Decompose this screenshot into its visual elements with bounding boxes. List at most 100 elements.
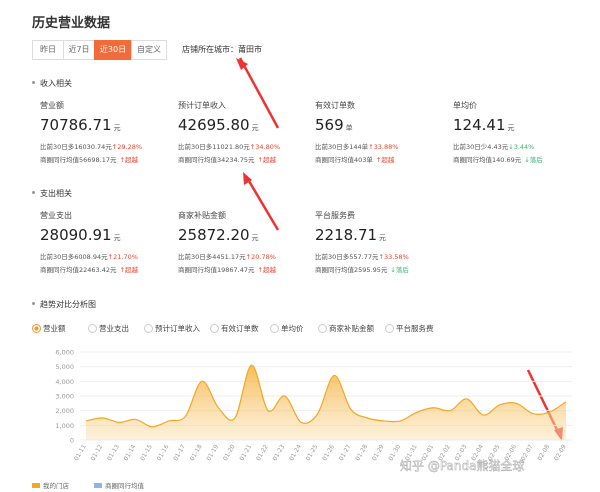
card-value: 28090.91 <box>40 226 112 244</box>
x-tick-label: 01-20 <box>222 443 237 462</box>
card-change: ↓3.44% <box>508 143 535 151</box>
card-compare: 比前30日少4.43元 <box>453 143 509 151</box>
tab[interactable]: 昨日 <box>32 40 64 60</box>
metric-option[interactable]: 预计订单收入 <box>144 323 200 334</box>
card-value-row: 124.41 元 <box>453 115 515 134</box>
y-tick-label: 1,000 <box>55 422 74 430</box>
card-verdict: ↓落后 <box>524 156 543 164</box>
card-value: 2218.71 <box>315 226 378 244</box>
card-label: 有效订单数 <box>315 101 355 110</box>
x-tick-label: 01-27 <box>338 443 353 462</box>
card-benchmark-row: 商圈同行均值403单 ↑超越 <box>315 154 394 164</box>
card-benchmark-row: 商圈同行均值34234.75元 ↑超越 <box>178 154 276 164</box>
watermark: 知乎 @Panda熊猫全球 <box>400 458 524 473</box>
card-value-row: 70786.71 元 <box>40 115 121 134</box>
city: 店铺所在城市：莆田市 <box>182 45 262 54</box>
card-unit: 元 <box>251 234 259 242</box>
card-compare: 比前30日多144单 <box>315 143 369 151</box>
card-benchmark: 商圈同行均值56698.17元 <box>40 156 117 164</box>
card-verdict: ↑超越 <box>257 156 276 164</box>
card-value-row: 25872.20 元 <box>178 225 259 244</box>
card-compare: 比前30日多11021.80元 <box>178 143 250 151</box>
card-change: ↑34.80% <box>249 143 281 151</box>
card-compare-row: 比前30日多4451.17元↑20.78% <box>178 251 276 261</box>
x-tick-label: 01-13 <box>106 443 121 462</box>
legend-swatch <box>94 483 102 488</box>
x-tick-label: 02-09 <box>553 443 568 462</box>
card-change: ↑20.78% <box>245 253 276 261</box>
x-tick-label: 01-25 <box>305 443 320 462</box>
arrow-head <box>243 172 252 185</box>
card-value: 569 <box>315 116 344 134</box>
metric-option[interactable]: 营业支出 <box>88 323 129 334</box>
legend-label: 商圈同行均值 <box>105 481 145 490</box>
tab[interactable]: 近30日 <box>94 40 132 60</box>
y-tick-label: 4,000 <box>55 378 74 386</box>
card-compare: 比前30日多557.77元 <box>315 253 379 261</box>
arrow <box>238 57 280 129</box>
card-compare-row: 比前30日少4.43元↓3.44% <box>453 141 534 151</box>
page-title: 历史营业数据 <box>32 16 111 31</box>
card-compare: 比前30日多16030.74元 <box>40 143 112 151</box>
card-value-row: 28090.91 元 <box>40 225 121 244</box>
card-compare-row: 比前30日多16030.74元↑29.28% <box>40 141 142 151</box>
legend-swatch <box>32 483 40 488</box>
x-tick-label: 01-12 <box>90 443 105 462</box>
x-tick-label: 01-17 <box>172 443 187 462</box>
card-label: 商家补贴金额 <box>178 211 226 220</box>
card-benchmark: 商圈同行均值19867.47元 <box>178 266 255 274</box>
card-label: 预计订单收入 <box>178 101 226 110</box>
tab[interactable]: 自定义 <box>131 40 167 60</box>
metric-option[interactable]: 有效订单数 <box>210 323 259 334</box>
card-benchmark-row: 商圈同行均值22463.42元 ↑超越 <box>40 264 138 274</box>
card-benchmark-row: 商圈同行均值140.69元 ↓落后 <box>453 154 543 164</box>
tab[interactable]: 近7日 <box>63 40 95 60</box>
card-unit: 元 <box>113 234 121 242</box>
card-compare: 比前30日多4451.17元 <box>178 253 246 261</box>
card-label: 平台服务费 <box>315 211 355 220</box>
card-change: ↑29.28% <box>111 143 143 151</box>
metric-option[interactable]: 单均价 <box>270 323 304 334</box>
card-change: ↑33.88% <box>368 143 399 151</box>
card-benchmark: 商圈同行均值403单 <box>315 156 373 164</box>
card-benchmark: 商圈同行均值2595.95元 <box>315 266 388 274</box>
x-tick-label: 01-15 <box>139 443 154 462</box>
x-tick-label: 01-18 <box>189 443 204 462</box>
metric-option[interactable]: 营业额 <box>32 323 66 334</box>
y-tick-label: 2,000 <box>55 407 74 415</box>
card-verdict: ↑超越 <box>257 266 276 274</box>
card-unit: 元 <box>113 124 121 132</box>
card-verdict: ↓落后 <box>390 266 409 274</box>
y-tick-label: 0 <box>70 437 74 445</box>
y-tick-label: 5,000 <box>55 363 74 371</box>
y-tick-label: 3,000 <box>55 393 74 401</box>
x-tick-label: 02-08 <box>536 443 551 462</box>
card-unit: 元 <box>507 124 515 132</box>
card-compare: 比前30日多6008.94元 <box>40 253 108 261</box>
card-label: 营业支出 <box>40 211 72 220</box>
section-title: 收入相关 <box>32 78 72 89</box>
card-value-row: 569 单 <box>315 115 353 134</box>
card-value-row: 42695.80 元 <box>178 115 259 134</box>
card-compare-row: 比前30日多11021.80元↑34.80% <box>178 141 280 151</box>
card-value: 42695.80 <box>178 116 250 134</box>
x-tick-label: 01-28 <box>354 443 369 462</box>
x-tick-label: 01-11 <box>73 443 88 462</box>
card-benchmark-row: 商圈同行均值2595.95元 ↓落后 <box>315 264 409 274</box>
card-change: ↑33.58% <box>378 253 409 261</box>
card-unit: 单 <box>345 124 353 132</box>
metric-option[interactable]: 平台服务费 <box>385 323 434 334</box>
arrow-head <box>236 58 248 70</box>
arrow <box>244 175 280 231</box>
section-title: 趋势对比分析图 <box>32 299 96 310</box>
y-tick-label: 6,000 <box>55 349 74 357</box>
card-benchmark-row: 商圈同行均值19867.47元 ↑超越 <box>178 264 276 274</box>
card-benchmark: 商圈同行均值34234.75元 <box>178 156 255 164</box>
card-value: 25872.20 <box>178 226 250 244</box>
x-tick-label: 01-26 <box>321 443 336 462</box>
metric-option[interactable]: 商家补贴金额 <box>318 323 374 334</box>
card-label: 单均价 <box>453 101 477 110</box>
x-tick-label: 01-14 <box>123 443 138 462</box>
